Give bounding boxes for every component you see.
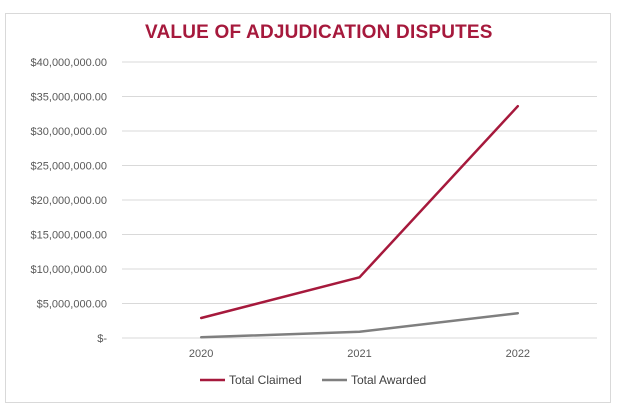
x-tick-label: 2021 [347,348,371,360]
y-tick-label: $- [97,333,107,345]
legend: Total Claimed Total Awarded [200,373,426,387]
legend-label: Total Claimed [229,373,302,387]
y-tick-label: $40,000,000.00 [31,57,107,69]
x-axis-ticks: 2020 2021 2022 [189,348,530,360]
y-axis-ticks: $- $5,000,000.00 $10,000,000.00 $15,000,000… [31,57,108,345]
y-tick-label: $25,000,000.00 [31,161,107,173]
series-line-total-awarded [199,311,520,339]
legend-label: Total Awarded [351,373,426,387]
y-tick-label: $15,000,000.00 [31,230,107,242]
y-tick-label: $5,000,000.00 [37,299,107,311]
y-tick-label: $30,000,000.00 [31,126,107,138]
series-lines [199,104,520,339]
x-tick-label: 2022 [506,348,530,360]
y-tick-label: $35,000,000.00 [31,92,107,104]
y-tick-label: $20,000,000.00 [31,195,107,207]
series-line-total-claimed [199,104,520,320]
gridlines [122,61,597,339]
x-tick-label: 2020 [189,348,213,360]
chart-title: VALUE OF ADJUDICATION DISPUTES [145,22,493,43]
y-tick-label: $10,000,000.00 [31,264,107,276]
